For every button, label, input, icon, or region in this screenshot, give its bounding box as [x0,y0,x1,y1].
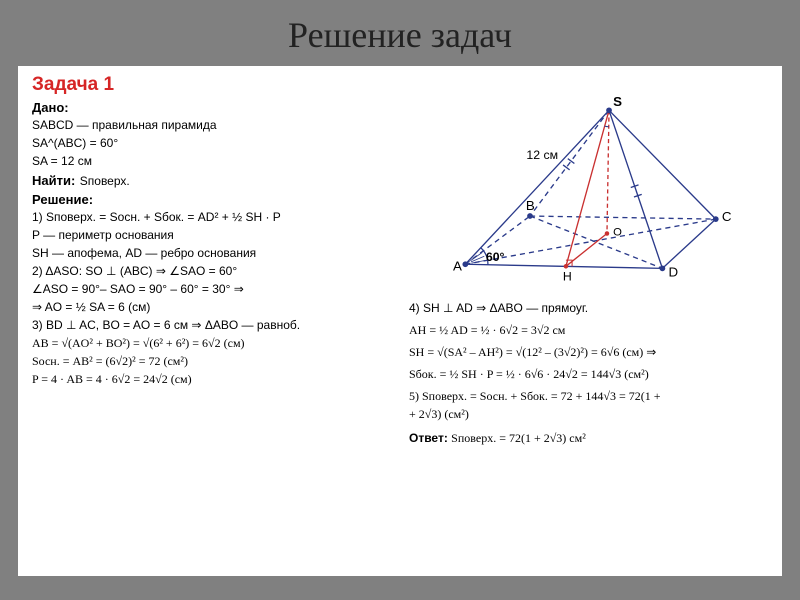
svg-text:O: O [613,227,622,239]
svg-text:D: D [669,265,679,280]
sol-l3: SH — апофема, AD — ребро основания [32,244,391,262]
svg-text:C: C [722,209,732,224]
given-heading: Дано: [32,100,391,115]
sol-l7: 3) BD ⊥ AC, BO = AO = 6 см ⇒ ΔABO — равн… [32,316,391,334]
answer-value: Sповерх. = 72(1 + 2√3) см² [451,431,586,445]
columns: Дано: SABCD — правильная пирамида SA^(AB… [32,98,768,447]
given-line-2: SA^(ABC) = 60° [32,134,391,152]
pyramid-diagram: SABCDOH60°12 см [409,98,768,293]
given-block: SABCD — правильная пирамида SA^(ABC) = 6… [32,116,391,170]
pyramid-svg: SABCDOH60°12 см [409,98,768,293]
find-value: Sповерх. [80,174,130,188]
given-line-3: SA = 12 см [32,152,391,170]
sol-r1: 4) SH ⊥ AD ⇒ ΔABO — прямоуг. [409,299,768,317]
sol-r6: + 2√3) (см²) [409,405,768,423]
given-line-1: SABCD — правильная пирамида [32,116,391,134]
sol-l10: P = 4 · AB = 4 · 6√2 = 24√2 (см) [32,370,391,388]
svg-text:A: A [453,258,462,273]
sol-r3: SH = √(SA² – AH²) = √(12² – (3√2)²) = 6√… [409,343,768,361]
sol-l4: 2) ΔASO: SO ⊥ (ABC) ⇒ ∠SAO = 60° [32,262,391,280]
answer-row: Ответ: Sповерх. = 72(1 + 2√3) см² [409,429,768,447]
left-column: Дано: SABCD — правильная пирамида SA^(AB… [32,98,391,447]
svg-text:S: S [613,94,622,109]
slide-title: Решение задач [18,14,782,56]
svg-text:12 см: 12 см [526,148,558,162]
sol-l8: AB = √(AO² + BO²) = √(6² + 6²) = 6√2 (см… [32,334,391,352]
solution-right: 4) SH ⊥ AD ⇒ ΔABO — прямоуг. AH = ½ AD =… [409,299,768,447]
right-column: SABCDOH60°12 см 4) SH ⊥ AD ⇒ ΔABO — прям… [409,98,768,447]
sol-r2: AH = ½ AD = ½ · 6√2 = 3√2 см [409,321,768,339]
sol-l5: ∠ASO = 90°– SAO = 90° – 60° = 30° ⇒ [32,280,391,298]
sol-r4: Sбок. = ½ SH · P = ½ · 6√6 · 24√2 = 144√… [409,365,768,383]
svg-text:H: H [563,270,572,284]
find-row: Найти: Sповерх. [32,172,391,190]
answer-label: Ответ: [409,431,448,445]
content-card: Задача 1 Дано: SABCD — правильная пирами… [18,66,782,576]
solution-heading: Решение: [32,192,391,207]
problem-label: Задача 1 [32,74,768,96]
find-heading: Найти: [32,173,75,188]
sol-l6: ⇒ AO = ½ SA = 6 (см) [32,298,391,316]
sol-l2: P — периметр основания [32,226,391,244]
slide: Решение задач Задача 1 Дано: SABCD — пра… [0,0,800,600]
sol-l9: Sосн. = AB² = (6√2)² = 72 (см²) [32,352,391,370]
sol-l1: 1) Sповерх. = Sосн. + Sбок. = AD² + ½ SH… [32,208,391,226]
svg-text:B: B [526,198,535,213]
sol-r5: 5) Sповерх. = Sосн. + Sбок. = 72 + 144√3… [409,387,768,405]
svg-text:60°: 60° [486,250,505,264]
solution-left: 1) Sповерх. = Sосн. + Sбок. = AD² + ½ SH… [32,208,391,388]
